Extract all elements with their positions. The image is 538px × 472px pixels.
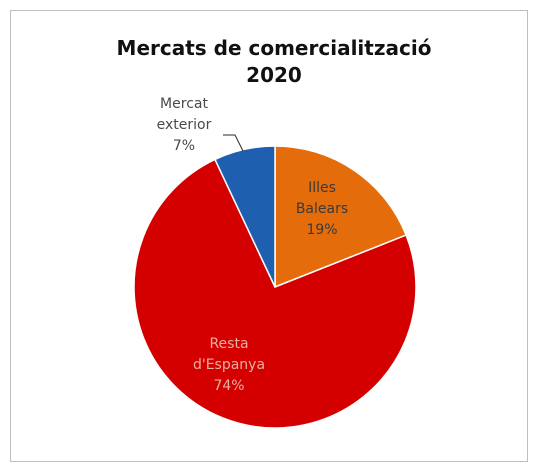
- pie-slices: [133, 145, 417, 429]
- pie-label-mercat-exterior: Mercat exterior 7%: [157, 96, 212, 154]
- pie-labels: Illes Balears 19% Resta d'Espanya 74% Mercat ex…: [157, 96, 349, 394]
- pie-slice-mercat-exterior: [213, 145, 276, 288]
- pie-label-illes-balears: Illes Balears 19%: [296, 180, 348, 238]
- pie-slice-illes-balears: [274, 145, 408, 289]
- chart-title-line-1: Mercats de comercialització: [117, 36, 432, 60]
- chart-title-line-2: 2020: [246, 63, 302, 87]
- pie-slice-resta-d-espanya: [133, 158, 417, 429]
- leader-line-mercat-exterior: [223, 134, 244, 152]
- pie-label-resta-d-espanya: Resta d'Espanya 74%: [193, 336, 265, 394]
